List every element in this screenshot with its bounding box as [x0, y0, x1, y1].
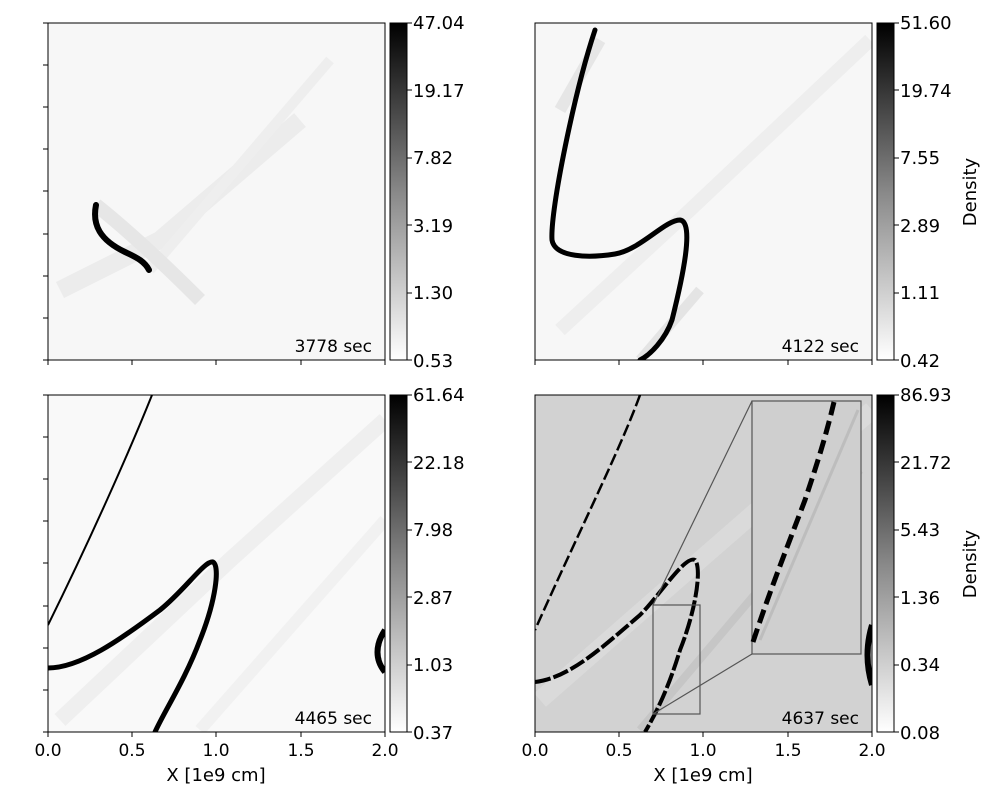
streak-4465-b	[195, 516, 385, 732]
x-ticks-4122	[534, 360, 873, 365]
density-ribbon-4637-main	[535, 557, 700, 732]
colorbar-tick-label: 2.89	[900, 216, 940, 237]
colorbar-ticks-4465	[407, 394, 412, 733]
zoom-connector-top	[652, 400, 753, 606]
x-ticks-4637	[534, 732, 873, 737]
streak-4465-a	[54, 414, 385, 726]
zoom-connector-bottom	[652, 653, 753, 715]
colorbar-tick-label: 1.03	[413, 655, 453, 676]
time-label-4637: 4637 sec	[782, 709, 859, 729]
streak-3778-a	[55, 113, 306, 299]
x-tick-label: 2.0	[371, 741, 398, 761]
colorbar-tick-label: 0.34	[900, 655, 940, 676]
y-ticks-4465	[43, 394, 48, 733]
time-label-4122: 4122 sec	[782, 337, 859, 357]
inset-ribbon	[750, 401, 837, 643]
streak-3778-b	[146, 56, 334, 274]
colorbar-tick-label: 0.37	[413, 723, 453, 744]
density-field-3778	[55, 56, 334, 305]
colorbar-tick-label: 2.87	[413, 588, 453, 609]
density-ribbon-4465-left	[48, 395, 153, 626]
x-tick-label: 0.0	[34, 741, 61, 761]
colorbar-3778	[389, 22, 408, 361]
x-tick-label: 0.5	[118, 741, 145, 761]
colorbar-4465	[389, 394, 408, 733]
colorbar-tick-label: 0.53	[413, 351, 453, 372]
density-ribbon-4122	[549, 27, 690, 360]
colorbar-ticks-4122	[894, 22, 899, 361]
x-ticks-4465	[47, 732, 386, 737]
colorbar-tick-label: 21.72	[900, 453, 952, 474]
x-ticks-3778	[47, 360, 386, 365]
x-tick-label: 0.5	[605, 741, 632, 761]
colorbar-tick-label: 19.17	[413, 81, 465, 102]
x-tick-label: 1.5	[287, 741, 314, 761]
colorbar-tick-label: 0.42	[900, 351, 940, 372]
x-tick-label: 1.5	[774, 741, 801, 761]
panel-3778: 3778 sec 47.04 19.17 7.82 3.19 1.30 0.53	[43, 13, 465, 372]
x-axis-label-left: X [1e9 cm]	[166, 765, 265, 786]
colorbar-tick-label: 5.43	[900, 520, 940, 541]
density-field-4465	[48, 395, 385, 732]
colorbar-tick-label: 51.60	[900, 13, 952, 34]
colorbar-label-bottom: Density	[960, 529, 981, 598]
panel-4465: 0.0 0.5 1.0 1.5 2.0 X [1e9 cm] 4465 sec …	[34, 385, 464, 786]
colorbar-label-top: Density	[960, 157, 981, 226]
colorbar-tick-label: 7.98	[413, 520, 453, 541]
streak-4122-a	[555, 34, 872, 336]
density-ribbon-4637-left	[535, 395, 642, 631]
colorbar-tick-label: 22.18	[413, 453, 465, 474]
panel-4637: 0.0 0.5 1.0 1.5 2.0 X [1e9 cm] 4637 sec …	[521, 385, 981, 786]
density-field-4637	[535, 395, 872, 732]
colorbar-tick-label: 0.08	[900, 723, 940, 744]
colorbar-tick-label: 7.82	[413, 148, 453, 169]
density-ribbon-4637-right	[864, 624, 872, 686]
x-tick-label: 2.0	[858, 741, 885, 761]
time-label-3778: 3778 sec	[295, 337, 372, 357]
time-label-4465: 4465 sec	[295, 709, 372, 729]
colorbar-tick-label: 19.74	[900, 81, 952, 102]
colorbar-tick-label: 1.36	[900, 588, 940, 609]
colorbar-tick-label: 61.64	[413, 385, 465, 406]
density-ribbon-4465-main	[48, 559, 219, 732]
streak-3778-c	[91, 199, 205, 305]
density-ribbon-3778	[92, 202, 152, 273]
y-ticks-3778	[43, 22, 48, 361]
density-ribbon-4465-right	[374, 628, 385, 674]
colorbar-ticks-4637	[894, 394, 899, 733]
panel-4122: 4122 sec 51.60 19.74 7.55 2.89 1.11 0.42…	[534, 13, 981, 372]
colorbar-tick-label: 1.30	[413, 283, 453, 304]
x-tick-label: 0.0	[521, 741, 548, 761]
density-field-4122	[549, 27, 872, 360]
colorbar-ticks-3778	[407, 22, 412, 361]
x-axis-label-right: X [1e9 cm]	[653, 765, 752, 786]
colorbar-tick-label: 1.11	[900, 283, 940, 304]
colorbar-4637	[876, 394, 895, 733]
zoom-source-box	[652, 604, 701, 715]
colorbar-4122	[876, 22, 895, 361]
x-tick-label: 1.0	[689, 741, 716, 761]
colorbar-tick-label: 3.19	[413, 216, 453, 237]
colorbar-tick-label: 7.55	[900, 148, 940, 169]
inset-streak	[758, 409, 860, 641]
x-tick-label: 1.0	[202, 741, 229, 761]
colorbar-tick-label: 47.04	[413, 13, 465, 34]
colorbar-tick-label: 86.93	[900, 385, 952, 406]
